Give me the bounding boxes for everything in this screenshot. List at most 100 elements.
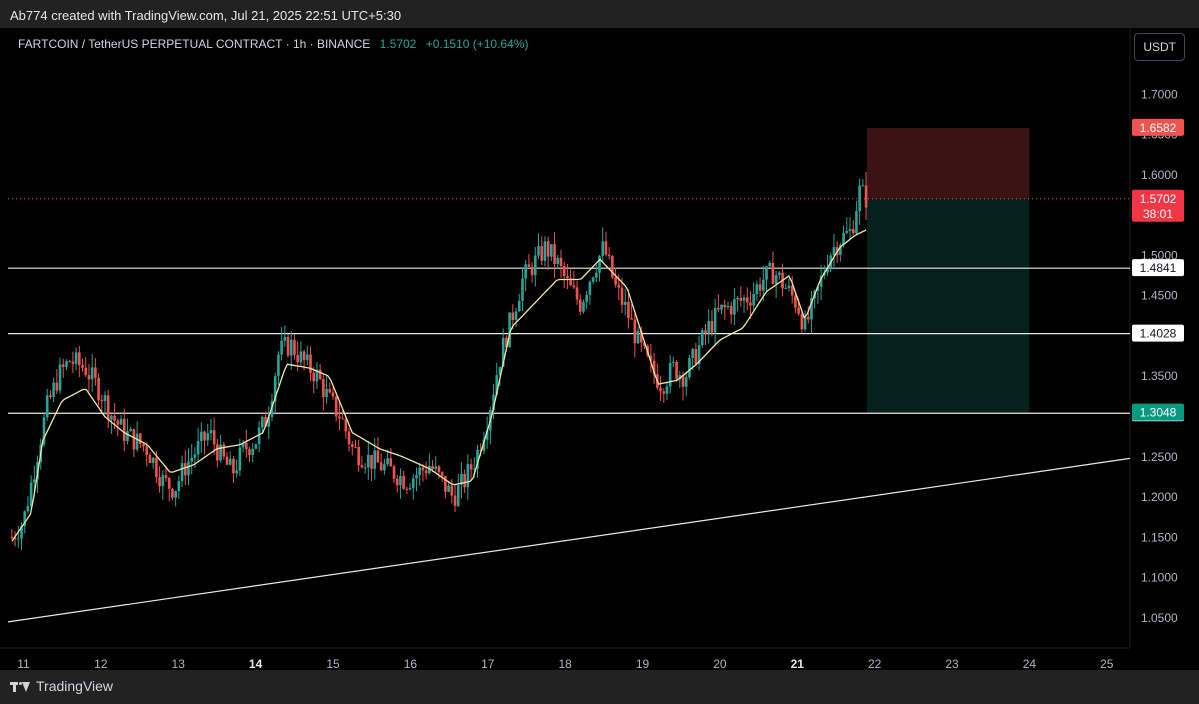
candle: [363, 467, 367, 469]
candle: [428, 466, 431, 474]
candle: [33, 479, 36, 483]
candle: [845, 230, 849, 233]
candle: [354, 446, 357, 448]
candle: [758, 284, 762, 291]
stop-price-label-bg: [1132, 118, 1184, 136]
candle: [97, 377, 100, 401]
candle: [733, 299, 736, 315]
candle: [816, 287, 820, 291]
candle: [604, 241, 608, 255]
candle: [848, 229, 852, 231]
candle: [447, 485, 450, 492]
candle: [386, 458, 389, 465]
candle: [289, 339, 293, 356]
candle: [402, 475, 405, 489]
candle: [810, 298, 813, 320]
x-tick-label: 13: [172, 657, 186, 670]
candle: [177, 481, 181, 492]
candle: [784, 288, 788, 290]
candle: [325, 388, 328, 398]
candle: [244, 442, 248, 450]
y-tick-label: 1.1000: [1141, 571, 1178, 585]
candle: [633, 319, 637, 344]
candle: [704, 330, 707, 334]
candle: [58, 364, 62, 391]
candle: [431, 466, 434, 469]
candle: [466, 464, 470, 488]
candle: [29, 482, 33, 506]
candle: [68, 361, 71, 363]
candle: [379, 462, 383, 471]
x-tick-label: 20: [713, 657, 727, 670]
stop-loss-zone: [866, 127, 1030, 199]
candle: [476, 449, 479, 469]
moving-average-line: [11, 229, 867, 542]
candle: [280, 340, 283, 355]
y-tick-label: 1.3500: [1141, 369, 1178, 383]
candle: [71, 361, 75, 364]
candle: [752, 294, 755, 306]
candle: [524, 264, 527, 279]
candle: [572, 285, 576, 288]
candle: [216, 444, 219, 461]
candle: [52, 382, 55, 397]
x-tick-label: 11: [17, 657, 30, 670]
candle: [717, 307, 720, 310]
candle: [408, 487, 412, 490]
candle: [405, 488, 409, 490]
x-tick-label: 12: [94, 657, 108, 670]
candle: [331, 392, 335, 397]
candle: [55, 382, 59, 391]
candle: [286, 337, 290, 356]
candle: [739, 297, 743, 301]
x-tick-label: 17: [481, 657, 495, 670]
candle: [492, 394, 495, 410]
currency-button[interactable]: USDT: [1134, 33, 1185, 61]
candle: [771, 263, 775, 284]
candle: [174, 491, 177, 498]
candle: [193, 454, 197, 458]
candle: [235, 470, 238, 474]
candle: [575, 287, 579, 300]
candle: [794, 295, 797, 308]
candle: [13, 537, 17, 540]
candle: [318, 369, 322, 380]
footer-brand[interactable]: TradingView: [36, 678, 114, 694]
symbol-label[interactable]: FARTCOIN / TetherUS PERPETUAL CONTRACT ·…: [18, 37, 371, 51]
candle: [765, 266, 768, 280]
candle: [643, 342, 646, 347]
candle: [322, 379, 325, 398]
candle: [517, 300, 521, 312]
candle: [116, 420, 120, 425]
y-tick-label: 1.0500: [1141, 611, 1178, 625]
candle: [155, 457, 158, 478]
candle: [864, 185, 868, 208]
level-price-label-1: 1.4028: [1140, 327, 1177, 341]
candle: [126, 431, 129, 442]
candle: [839, 244, 842, 255]
candle: [543, 241, 547, 261]
footer: TradingView: [10, 678, 113, 694]
tradingview-logo-icon[interactable]: [10, 679, 30, 693]
candle: [164, 475, 168, 478]
candle: [424, 470, 428, 474]
candle: [861, 185, 865, 187]
chart-frame[interactable]: 1.70001.65001.60001.55001.50001.45001.40…: [0, 28, 1199, 670]
candle: [10, 537, 14, 539]
candle: [585, 294, 588, 302]
candle: [546, 241, 550, 257]
candle: [636, 330, 640, 344]
candle: [851, 229, 855, 234]
candle: [251, 448, 255, 455]
candle: [672, 361, 675, 364]
y-tick-label: 1.6000: [1141, 168, 1178, 182]
candle: [694, 348, 698, 365]
candle: [277, 354, 280, 376]
candle: [129, 429, 132, 432]
price-chart[interactable]: 1.70001.65001.60001.55001.50001.45001.40…: [0, 28, 1199, 670]
y-tick-label: 1.5000: [1141, 248, 1178, 262]
candle: [595, 272, 598, 278]
candle: [103, 395, 107, 402]
y-tick-label: 1.1500: [1141, 530, 1178, 544]
y-tick-label: 1.7000: [1141, 87, 1178, 101]
